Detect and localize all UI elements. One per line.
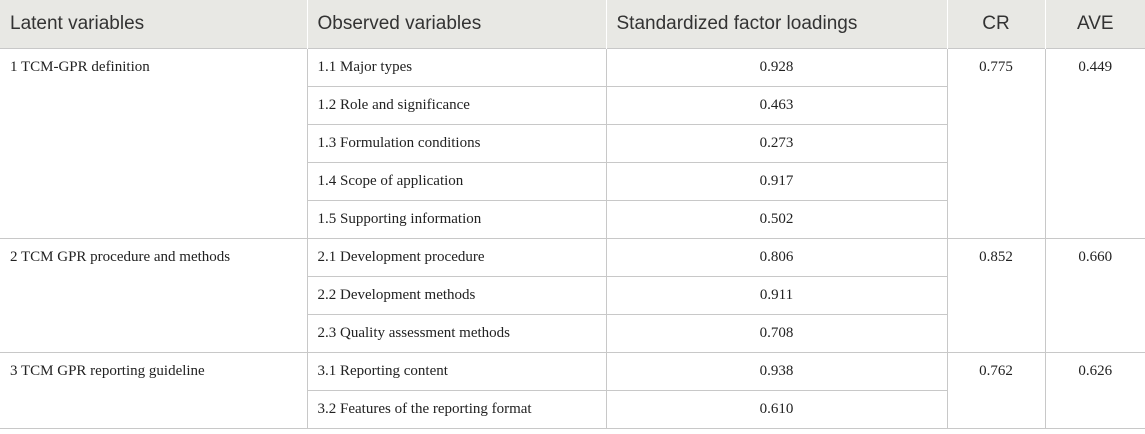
- loading-cell: 0.273: [605, 124, 947, 163]
- cr-cell: 0.852: [946, 238, 1046, 353]
- table-row: 2.2 Development methods 0.911: [0, 276, 1145, 315]
- loading-cell: 0.928: [605, 48, 948, 87]
- observed-variable-cell: 2.2 Development methods: [307, 276, 607, 315]
- loading-cell: 0.463: [605, 86, 947, 125]
- header-latent-variables: Latent variables: [0, 0, 307, 49]
- loading-cell: 0.610: [605, 390, 947, 429]
- header-observed-variables: Observed variables: [306, 0, 606, 49]
- table-row: 3.2 Features of the reporting format 0.6…: [0, 390, 1145, 429]
- table-row: 1 TCM-GPR definition 1.1 Major types 0.9…: [0, 48, 1145, 239]
- observed-variable-cell: 1.2 Role and significance: [307, 86, 607, 125]
- table-row: 1.2 Role and significance 0.463: [0, 86, 1145, 125]
- loading-cell: 0.938: [605, 352, 948, 391]
- table-row: 2.3 Quality assessment methods 0.708: [0, 314, 1145, 353]
- observed-variable-cell: 1.5 Supporting information: [307, 200, 607, 239]
- cr-cell: 0.775: [946, 48, 1046, 239]
- table-row: 2 TCM GPR procedure and methods 2.1 Deve…: [0, 238, 1145, 353]
- loading-cell: 0.917: [605, 162, 947, 201]
- loading-cell: 0.806: [605, 238, 948, 277]
- cr-cell: 0.762: [946, 352, 1046, 429]
- observed-variable-cell: 1.3 Formulation conditions: [307, 124, 607, 163]
- table-row: 3 TCM GPR reporting guideline 3.1 Report…: [0, 352, 1145, 429]
- ave-cell: 0.449: [1044, 48, 1145, 239]
- ave-cell: 0.660: [1044, 238, 1145, 353]
- loading-cell: 0.502: [605, 200, 947, 239]
- observed-variable-cell: 2.3 Quality assessment methods: [307, 314, 607, 353]
- ave-cell: 0.626: [1044, 352, 1145, 429]
- observed-variable-cell: 1.4 Scope of application: [307, 162, 607, 201]
- loading-cell: 0.911: [605, 276, 947, 315]
- observed-variable-cell: 3.1 Reporting content: [306, 352, 607, 391]
- table-header: Latent variables Observed variables Stan…: [0, 0, 1145, 49]
- observed-variable-cell: 3.2 Features of the reporting format: [307, 390, 607, 429]
- header-cr: CR: [946, 0, 1045, 49]
- header-ave: AVE: [1044, 0, 1145, 49]
- header-row: Latent variables Observed variables Stan…: [0, 0, 1145, 49]
- loading-cell: 0.708: [605, 314, 947, 353]
- observed-variable-cell: 2.1 Development procedure: [306, 238, 607, 277]
- header-standardized-factor-loadings: Standardized factor loadings: [605, 0, 947, 49]
- latent-variable-cell: 3 TCM GPR reporting guideline: [0, 352, 308, 429]
- table-row: 1.5 Supporting information 0.502: [0, 200, 1145, 239]
- latent-variable-cell: 1 TCM-GPR definition: [0, 48, 308, 239]
- observed-variable-cell: 1.1 Major types: [306, 48, 607, 87]
- latent-variable-cell: 2 TCM GPR procedure and methods: [0, 238, 308, 353]
- table-body: 1 TCM-GPR definition 1.1 Major types 0.9…: [0, 48, 1145, 429]
